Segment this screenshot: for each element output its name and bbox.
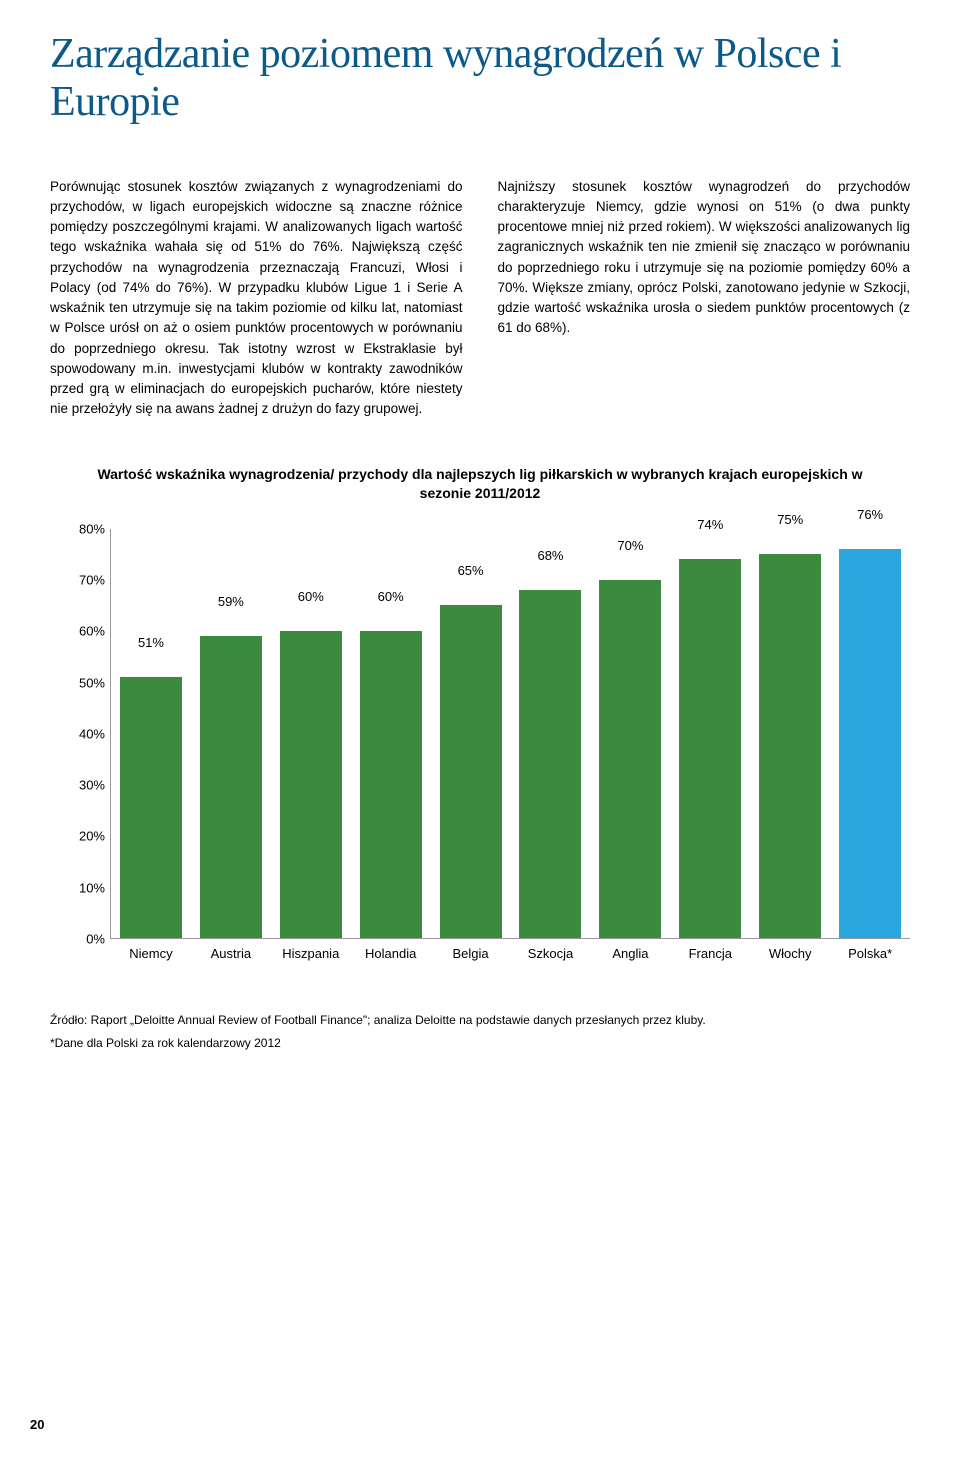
- bar: [280, 631, 342, 938]
- y-tick: 0%: [50, 931, 105, 946]
- y-tick: 30%: [50, 778, 105, 793]
- bar-wrap: 68%Szkocja: [511, 529, 591, 938]
- bar-x-label: Anglia: [590, 938, 670, 961]
- bar-value-label: 51%: [138, 635, 164, 656]
- page-title: Zarządzanie poziomem wynagrodzeń w Polsc…: [50, 30, 910, 127]
- footnote-asterisk: *Dane dla Polski za rok kalendarzowy 201…: [50, 1032, 910, 1055]
- bar-wrap: 59%Austria: [191, 529, 271, 938]
- bar-x-label: Hiszpania: [271, 938, 351, 961]
- bar: [440, 605, 502, 937]
- y-tick: 60%: [50, 624, 105, 639]
- bar-value-label: 60%: [378, 589, 404, 610]
- bar-x-label: Szkocja: [511, 938, 591, 961]
- bar-wrap: 74%Francja: [670, 529, 750, 938]
- y-tick: 20%: [50, 829, 105, 844]
- y-tick: 10%: [50, 880, 105, 895]
- bar: [120, 677, 182, 938]
- bar: [759, 554, 821, 937]
- body-col-1: Porównując stosunek kosztów związanych z…: [50, 177, 463, 420]
- bar-x-label: Włochy: [750, 938, 830, 961]
- bar: [360, 631, 422, 938]
- body-col-2: Najniższy stosunek kosztów wynagrodzeń d…: [498, 177, 911, 420]
- bar-x-label: Niemcy: [111, 938, 191, 961]
- bar-value-label: 60%: [298, 589, 324, 610]
- footnote-source: Źródło: Raport „Deloitte Annual Review o…: [50, 1009, 910, 1032]
- chart-plot: 51%Niemcy59%Austria60%Hiszpania60%Holand…: [110, 529, 910, 939]
- bar-wrap: 75%Włochy: [750, 529, 830, 938]
- bar-wrap: 70%Anglia: [590, 529, 670, 938]
- bar: [599, 580, 661, 938]
- bar-value-label: 70%: [617, 538, 643, 559]
- bar-x-label: Belgia: [431, 938, 511, 961]
- bar-x-label: Francja: [670, 938, 750, 961]
- bar-value-label: 65%: [458, 563, 484, 584]
- bar: [200, 636, 262, 938]
- y-tick: 70%: [50, 573, 105, 588]
- bar-chart: 0%10%20%30%40%50%60%70%80% 51%Niemcy59%A…: [50, 529, 910, 969]
- page-number: 20: [30, 1417, 44, 1432]
- chart-footnotes: Źródło: Raport „Deloitte Annual Review o…: [50, 1009, 910, 1055]
- bar-wrap: 76%Polska*: [830, 529, 910, 938]
- bar-wrap: 60%Hiszpania: [271, 529, 351, 938]
- bar-wrap: 65%Belgia: [431, 529, 511, 938]
- y-tick: 40%: [50, 726, 105, 741]
- y-tick: 50%: [50, 675, 105, 690]
- bar-wrap: 51%Niemcy: [111, 529, 191, 938]
- body-columns: Porównując stosunek kosztów związanych z…: [50, 177, 910, 420]
- bar-wrap: 60%Holandia: [351, 529, 431, 938]
- bar-value-label: 75%: [777, 512, 803, 533]
- y-tick: 80%: [50, 521, 105, 536]
- bar: [839, 549, 901, 938]
- bar-value-label: 59%: [218, 594, 244, 615]
- bar-value-label: 76%: [857, 507, 883, 528]
- bar: [679, 559, 741, 937]
- bar-value-label: 68%: [537, 548, 563, 569]
- bar-value-label: 74%: [697, 517, 723, 538]
- chart-title: Wartość wskaźnika wynagrodzenia/ przycho…: [70, 465, 890, 504]
- bar-x-label: Austria: [191, 938, 271, 961]
- bar-x-label: Polska*: [830, 938, 910, 961]
- bar: [519, 590, 581, 938]
- bar-x-label: Holandia: [351, 938, 431, 961]
